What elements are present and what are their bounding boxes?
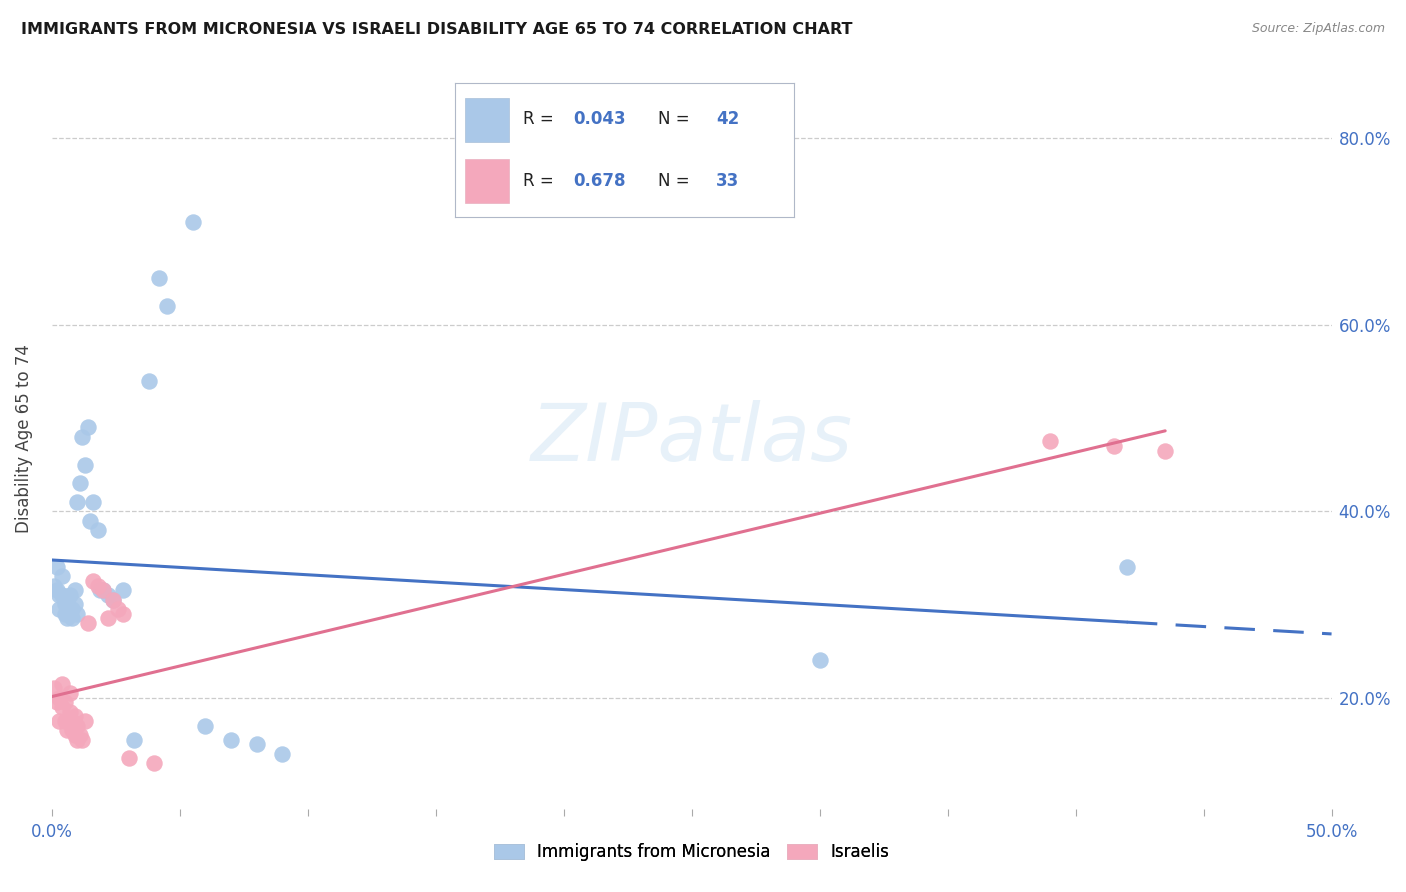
Point [53, 695, 76, 709]
Point [91, 583, 114, 598]
Point [82, 495, 104, 509]
Point [48, 714, 70, 728]
Point [76, 420, 98, 434]
Point [56, 611, 79, 625]
Point [59, 705, 82, 719]
Point [117, 751, 139, 765]
Point [1039, 434, 1062, 449]
Point [51, 700, 73, 714]
Point [148, 271, 170, 285]
Point [59, 686, 82, 700]
Point [48, 588, 70, 602]
Point [44, 681, 66, 696]
Point [91, 583, 114, 598]
Point [87, 579, 110, 593]
Point [112, 583, 135, 598]
Point [1154, 443, 1177, 458]
Point [45, 695, 67, 709]
Point [69, 728, 91, 742]
Point [66, 495, 89, 509]
Point [72, 430, 94, 444]
Point [51, 588, 73, 602]
Point [66, 607, 89, 621]
Point [181, 215, 204, 229]
Point [194, 718, 217, 732]
Point [1115, 560, 1137, 574]
Text: IMMIGRANTS FROM MICRONESIA VS ISRAELI DISABILITY AGE 65 TO 74 CORRELATION CHART: IMMIGRANTS FROM MICRONESIA VS ISRAELI DI… [21, 22, 852, 37]
Point [48, 690, 70, 705]
Point [53, 598, 76, 612]
Point [271, 747, 294, 761]
Point [60, 602, 83, 616]
Point [48, 602, 70, 616]
Point [245, 737, 267, 751]
Point [59, 588, 82, 602]
Point [73, 714, 96, 728]
Point [44, 579, 66, 593]
Point [66, 718, 89, 732]
Point [63, 583, 86, 598]
Point [56, 592, 79, 607]
Point [53, 714, 76, 728]
Point [97, 588, 120, 602]
Point [112, 607, 135, 621]
Text: ZIPatlas: ZIPatlas [530, 400, 852, 478]
Point [69, 476, 91, 491]
Point [56, 723, 79, 738]
Point [60, 611, 83, 625]
Y-axis label: Disability Age 65 to 74: Disability Age 65 to 74 [15, 344, 32, 533]
Point [60, 714, 83, 728]
Point [63, 598, 86, 612]
Point [101, 592, 124, 607]
Point [66, 732, 89, 747]
Point [63, 728, 86, 742]
Point [143, 756, 166, 770]
Point [76, 615, 98, 630]
Legend: Immigrants from Micronesia, Israelis: Immigrants from Micronesia, Israelis [486, 837, 896, 868]
Point [808, 653, 831, 667]
Point [51, 569, 73, 583]
Point [73, 458, 96, 472]
Point [97, 611, 120, 625]
Point [1102, 439, 1125, 453]
Point [60, 723, 83, 738]
Point [156, 299, 179, 313]
Point [63, 709, 86, 723]
Point [59, 607, 82, 621]
Point [79, 514, 101, 528]
Point [45, 560, 67, 574]
Point [72, 732, 94, 747]
Point [122, 732, 145, 747]
Point [101, 592, 124, 607]
Point [89, 583, 111, 598]
Text: Source: ZipAtlas.com: Source: ZipAtlas.com [1251, 22, 1385, 36]
Point [87, 523, 110, 537]
Point [219, 732, 242, 747]
Point [82, 574, 104, 588]
Point [45, 583, 67, 598]
Point [138, 374, 160, 388]
Point [107, 602, 129, 616]
Point [51, 676, 73, 690]
Point [53, 607, 76, 621]
